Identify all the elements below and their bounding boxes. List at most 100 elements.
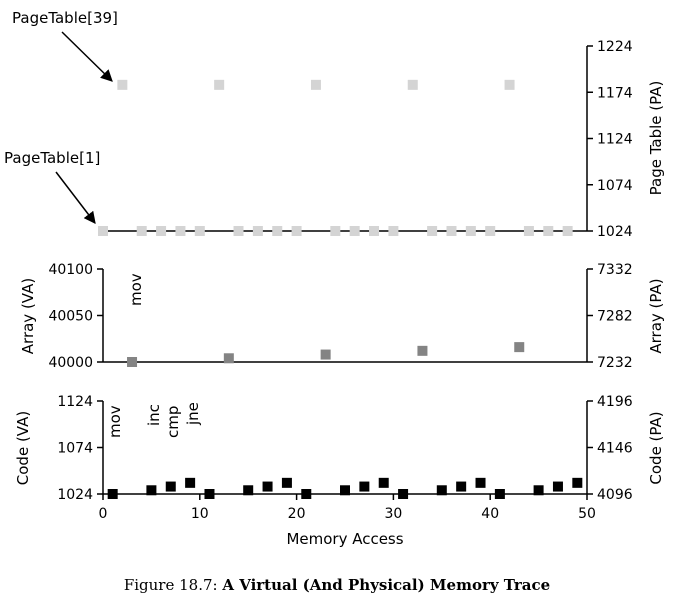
data-point <box>475 477 486 488</box>
data-point <box>185 477 196 488</box>
data-point <box>533 485 544 496</box>
x-tick-label: 50 <box>578 506 596 522</box>
code-right-ticks: 4196 4146 4096 <box>587 394 633 503</box>
data-point <box>349 226 360 236</box>
x-tick-label: 30 <box>384 506 402 522</box>
right-tick-label: 1124 <box>597 132 633 148</box>
data-point <box>494 489 505 499</box>
right-tick-label: 4096 <box>597 487 633 503</box>
data-point <box>504 79 515 90</box>
page-table-points <box>98 79 573 236</box>
right-tick-label: 1224 <box>597 39 633 55</box>
data-point <box>117 79 128 90</box>
data-point <box>407 79 418 90</box>
data-point <box>427 226 438 236</box>
data-point <box>359 481 370 492</box>
left-tick-label: 40050 <box>48 309 93 325</box>
annotation-code-jne: jne <box>184 402 202 426</box>
data-point <box>98 226 108 236</box>
code-right-axis-label: Code (PA) <box>647 411 665 484</box>
right-tick-label: 1024 <box>597 224 633 240</box>
data-point <box>388 226 399 236</box>
annotation-arrow-pagetable-39 <box>61 31 113 82</box>
data-point <box>436 485 447 496</box>
left-tick-label: 1124 <box>57 394 93 410</box>
annotation-arrow-pagetable-1 <box>55 171 96 224</box>
data-point <box>543 226 554 236</box>
array-left-axis-label: Array (VA) <box>19 278 37 354</box>
data-point <box>514 342 525 353</box>
data-point <box>262 481 273 492</box>
data-point <box>252 226 263 236</box>
data-point <box>214 79 225 90</box>
data-point <box>398 489 409 499</box>
data-point <box>523 226 534 236</box>
data-point <box>127 357 138 367</box>
data-point <box>243 485 254 496</box>
data-point <box>310 79 321 90</box>
annotation-code-mov: mov <box>106 405 124 438</box>
data-point <box>107 489 118 499</box>
array-left-ticks: 40100 40050 40000 <box>48 262 103 371</box>
data-point <box>330 226 341 236</box>
right-tick-label: 4146 <box>597 441 633 457</box>
annotation-array-mov: mov <box>127 273 145 306</box>
left-tick-label: 1074 <box>57 441 93 457</box>
code-left-axis-label: Code (VA) <box>14 411 32 485</box>
code-points <box>107 477 583 499</box>
data-point <box>281 477 292 488</box>
right-tick-label: 4196 <box>597 394 633 410</box>
right-tick-label: 7282 <box>597 309 633 325</box>
data-point <box>233 226 244 236</box>
annotation-code-inc: inc <box>145 404 163 426</box>
right-tick-label: 1174 <box>597 85 633 101</box>
data-point <box>369 226 380 236</box>
caption-prefix: Figure 18.7: <box>123 576 223 594</box>
data-point <box>456 481 467 492</box>
left-tick-label: 40100 <box>48 262 93 278</box>
left-tick-label: 40000 <box>48 355 93 371</box>
code-panel: 1124 1074 1024 4196 4146 4096 0 10 20 30 40 50 Co… <box>14 394 665 548</box>
page-table-panel: 1224 1174 1124 1074 1024 Page Table (PA) Pag… <box>4 9 665 240</box>
data-point <box>165 481 176 492</box>
annotation-pagetable-39: PageTable[39] <box>12 9 118 27</box>
data-point <box>320 349 331 360</box>
left-tick-label: 1024 <box>57 487 93 503</box>
data-point <box>485 226 496 236</box>
array-points <box>127 342 525 367</box>
data-point <box>272 226 283 236</box>
data-point <box>552 481 563 492</box>
data-point <box>378 477 389 488</box>
x-axis-label: Memory Access <box>286 530 403 548</box>
data-point <box>146 485 157 496</box>
data-point <box>175 226 186 236</box>
data-point <box>156 226 167 236</box>
x-tick-label: 20 <box>288 506 306 522</box>
page-table-right-axis-label: Page Table (PA) <box>647 81 665 196</box>
figure-caption: Figure 18.7: A Virtual (And Physical) Me… <box>0 576 674 594</box>
right-tick-label: 7332 <box>597 262 633 278</box>
data-point <box>465 226 476 236</box>
array-right-ticks: 7332 7282 7232 <box>587 262 633 371</box>
x-tick-label: 40 <box>481 506 499 522</box>
caption-title: A Virtual (And Physical) Memory Trace <box>222 576 551 594</box>
code-left-ticks: 1124 1074 1024 <box>57 394 103 503</box>
data-point <box>204 489 215 499</box>
right-tick-label: 7232 <box>597 355 633 371</box>
page-table-right-ticks: 1224 1174 1124 1074 1024 <box>587 39 633 240</box>
right-tick-label: 1074 <box>597 178 633 194</box>
data-point <box>572 477 583 488</box>
data-point <box>223 353 234 364</box>
x-tick-label: 10 <box>191 506 209 522</box>
annotation-pagetable-1: PageTable[1] <box>4 149 100 167</box>
data-point <box>136 226 147 236</box>
data-point <box>291 226 302 236</box>
data-point <box>446 226 457 236</box>
data-point <box>340 485 350 496</box>
data-point <box>194 226 205 236</box>
data-point <box>301 489 312 499</box>
array-right-axis-label: Array (PA) <box>647 278 665 353</box>
data-point <box>562 226 573 236</box>
